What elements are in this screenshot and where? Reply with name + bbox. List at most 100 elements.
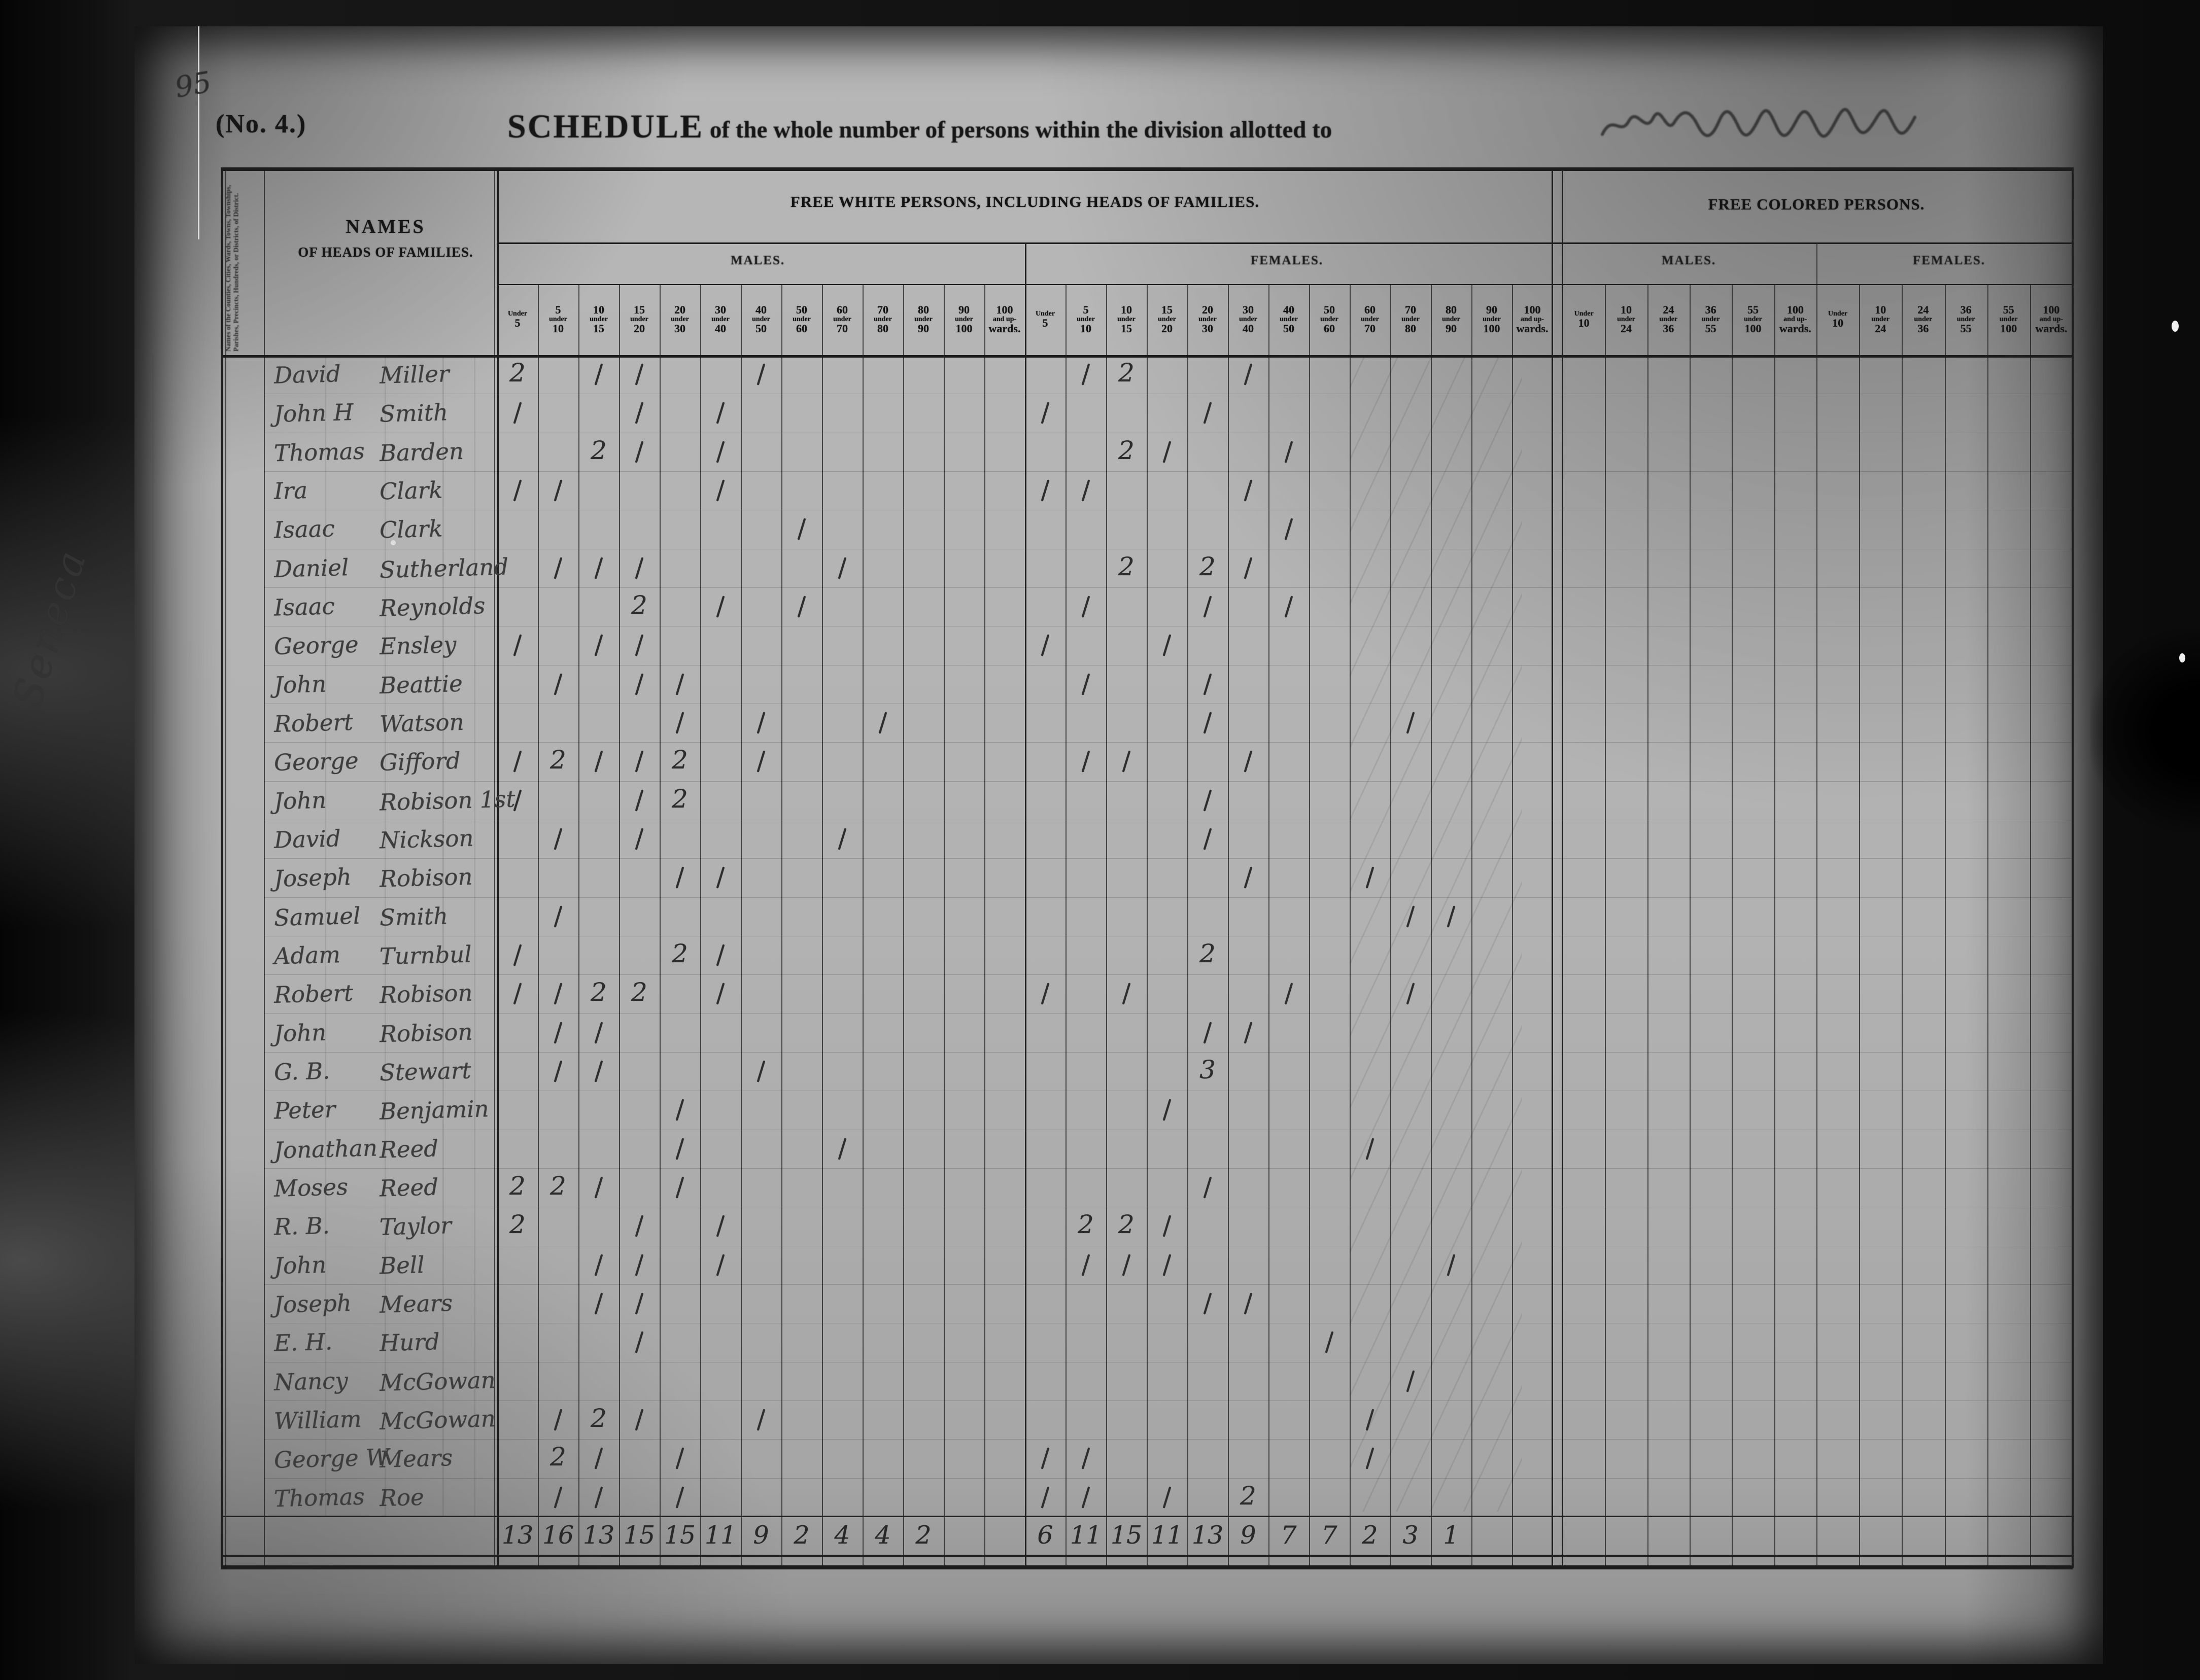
age-label-line: under: [1401, 315, 1420, 323]
names-header-line2: OF HEADS OF FAMILIES.: [298, 244, 473, 260]
head-of-family-given-name: George: [273, 747, 359, 777]
white-female-age-col: 60 under 70: [1350, 287, 1390, 352]
white-male-age-col: 60 under 70: [822, 287, 863, 352]
grid-vline: [660, 284, 661, 1568]
grid-vline: [1512, 284, 1513, 1568]
grid-vline: [1647, 284, 1648, 1568]
tally-mark: 2: [1118, 435, 1135, 465]
age-label-line: 90: [1446, 322, 1457, 335]
head-of-family-given-name: David: [273, 360, 341, 389]
grid-vline: [1431, 284, 1432, 1568]
district-names-caption: Names of the Counties, Cities, Wards, To…: [224, 185, 240, 352]
age-label-line: 40: [1283, 303, 1294, 317]
age-label-line: 10: [1080, 322, 1091, 335]
age-label-line: 50: [796, 303, 807, 317]
head-of-family-surname: Robison: [379, 979, 473, 1009]
head-of-family-surname: McGowan: [379, 1366, 496, 1396]
film-scratch-streaks: [1350, 355, 1522, 1512]
head-of-family-given-name: Joseph: [273, 1289, 352, 1318]
grid-vline: [1025, 242, 1026, 1568]
head-of-family-surname: Barden: [379, 437, 464, 467]
age-label-line: 10: [1578, 316, 1590, 329]
age-label-line: 20: [1202, 303, 1213, 317]
age-label-line: under: [630, 315, 648, 323]
age-label-line: under: [793, 315, 811, 323]
head-of-family-surname: Robison: [379, 1018, 473, 1047]
tally-mark: 2: [672, 784, 688, 814]
colored-male-age-col: 100 and up-wards.: [1775, 287, 1815, 352]
grid-hline: [264, 1013, 2073, 1014]
age-label-line: 20: [1161, 322, 1173, 335]
white-male-age-col: 10 under 15: [578, 287, 619, 352]
head-of-family-given-name: Nancy: [273, 1367, 349, 1396]
age-label-line: under: [1483, 315, 1501, 323]
age-label-line: 60: [1364, 303, 1376, 317]
column-total: 15: [664, 1521, 696, 1550]
grid-vline: [1471, 284, 1472, 1568]
head-of-family-surname: Clark: [379, 476, 443, 505]
age-label-line: 36: [1917, 322, 1929, 335]
age-label-line: 10: [553, 322, 564, 335]
grid-vline: [2072, 167, 2074, 1568]
column-total: 7: [1281, 1521, 1297, 1550]
age-label-line: 60: [1324, 322, 1335, 335]
age-label-line: 90: [1486, 303, 1497, 317]
tally-mark: 2: [591, 435, 607, 465]
grid-vline: [822, 284, 823, 1568]
tally-mark: 2: [550, 1171, 566, 1201]
column-total: 15: [623, 1521, 656, 1550]
head-of-family-surname: Reed: [379, 1173, 439, 1202]
age-label-line: 5: [514, 316, 521, 329]
column-total: 13: [1191, 1521, 1224, 1550]
head-of-family-given-name: Isaac: [273, 592, 335, 621]
age-label-line: wards.: [1516, 322, 1549, 335]
head-of-family-given-name: Robert: [273, 979, 354, 1009]
head-of-family-given-name: David: [273, 825, 341, 854]
age-label-line: Under: [1574, 309, 1594, 318]
head-of-family-given-name: John: [273, 1019, 327, 1047]
grid-vline: [1268, 284, 1269, 1568]
age-label-line: 5: [1042, 316, 1048, 329]
white-female-age-col: 10 under 15: [1106, 287, 1147, 352]
age-label-line: 24: [1620, 322, 1632, 335]
age-label-line: under: [1617, 315, 1635, 323]
column-total: 15: [1110, 1521, 1143, 1550]
grid-hline: [497, 242, 2073, 244]
age-label-line: Under: [1828, 309, 1848, 318]
colored-male-age-col: Under 10: [1564, 287, 1604, 352]
head-of-family-given-name: John: [273, 1251, 327, 1279]
age-label-line: under: [1239, 315, 1257, 323]
age-label-line: 30: [1243, 303, 1254, 317]
grid-vline: [1350, 284, 1351, 1568]
grid-hline: [264, 1284, 2073, 1285]
tally-mark: 2: [672, 745, 688, 775]
head-of-family-surname: Watson: [379, 708, 465, 738]
title-schedule-word: SCHEDULE: [507, 108, 704, 145]
age-label-line: under: [914, 315, 933, 323]
age-label-line: 40: [755, 303, 767, 317]
age-label-line: 100: [1524, 303, 1541, 317]
age-label-line: wards.: [2035, 322, 2068, 335]
tally-mark: 2: [509, 1171, 526, 1201]
tally-mark: 2: [631, 977, 647, 1007]
age-label-line: 15: [593, 322, 604, 335]
age-label-line: 30: [715, 303, 726, 317]
head-of-family-surname: Clark: [379, 515, 443, 544]
head-of-family-given-name: Ira: [273, 477, 308, 505]
grid-vline: [538, 284, 539, 1568]
grid-vline: [2030, 284, 2031, 1568]
white-female-age-col: 80 under 90: [1431, 287, 1471, 352]
head-of-family-surname: Gifford: [379, 747, 461, 777]
names-header-line1: NAMES: [346, 216, 426, 237]
grid-vline: [1390, 284, 1391, 1568]
age-label-line: 100: [996, 303, 1013, 317]
age-label-line: and up-: [2039, 315, 2064, 323]
grid-vline: [1552, 167, 1553, 1568]
head-of-family-given-name: John H: [273, 399, 354, 428]
age-label-line: 40: [1243, 322, 1254, 335]
age-label-line: 50: [1324, 303, 1335, 317]
head-of-family-given-name: Samuel: [273, 902, 361, 931]
age-label-line: 100: [2000, 322, 2017, 335]
colored-male-age-col: 24 under 36: [1648, 287, 1689, 352]
tally-mark: 2: [1199, 938, 1216, 968]
